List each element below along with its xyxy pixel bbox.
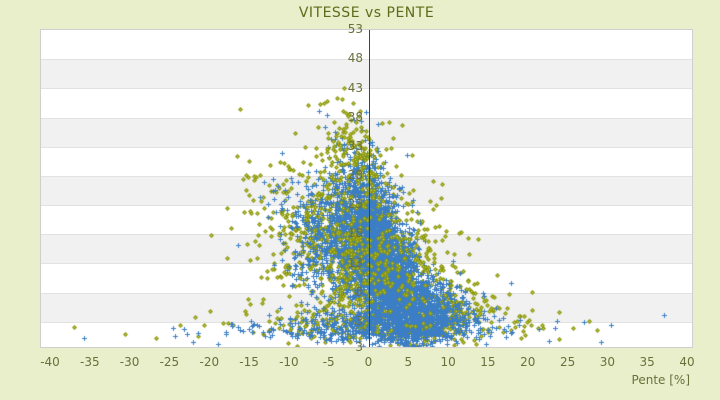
- scatter-canvas: [41, 30, 692, 347]
- x-tick-label: 40: [679, 355, 695, 369]
- x-axis-title: Pente [%]: [631, 373, 690, 387]
- y-tick-label: 43: [347, 80, 363, 95]
- x-tick-label: 0: [364, 355, 373, 369]
- x-tick-label: 30: [599, 355, 616, 369]
- x-tick-label: 25: [559, 355, 576, 369]
- x-tick-label: -5: [322, 355, 335, 369]
- x-tick-label: 15: [480, 355, 496, 369]
- y-tick-label: 18: [347, 226, 363, 241]
- y-axis-line: [369, 30, 370, 347]
- x-tick-label: -15: [239, 355, 259, 369]
- x-tick-label: 35: [639, 355, 655, 369]
- x-tick-label: -20: [199, 355, 220, 369]
- x-tick-label: -25: [159, 355, 180, 369]
- y-tick-label: 33: [347, 138, 363, 153]
- y-tick-label: 48: [347, 51, 363, 66]
- y-tick-label: 38: [347, 109, 363, 124]
- y-tick-label: 3: [355, 314, 363, 328]
- y-tick-label: 13: [347, 255, 363, 270]
- y-axis-min-label: 3: [355, 340, 363, 354]
- chart-title: VITESSE vs PENTE: [298, 5, 435, 21]
- x-tick-label: 20: [520, 355, 536, 369]
- x-tick-label: -40: [40, 355, 60, 369]
- x-tick-label: -30: [119, 355, 140, 369]
- x-tick-label: 5: [404, 355, 413, 369]
- x-tick-label: 10: [440, 355, 456, 369]
- y-tick-label: 28: [347, 168, 363, 183]
- x-tick-label: -10: [279, 355, 299, 369]
- plot-area: Vitesse [km/h]: [40, 29, 693, 348]
- y-tick-label: 23: [347, 197, 363, 212]
- x-tick-label: -35: [79, 355, 100, 369]
- y-tick-label: 8: [355, 284, 363, 299]
- y-tick-label: 53: [347, 22, 363, 37]
